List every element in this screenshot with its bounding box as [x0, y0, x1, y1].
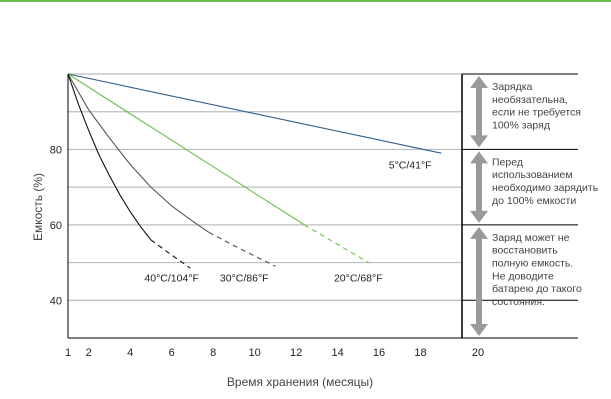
series-label-1: 40°C/104°F [144, 273, 199, 285]
zone-text-0: Зарядка необязательна, если не требуется 10… [492, 81, 581, 131]
zone-text-line: Не доводите [492, 270, 554, 282]
x-axis-title: Время хранения (месяцы) [227, 375, 373, 389]
zone-text-line: Зарядка [492, 81, 533, 93]
zone-text-line: 100% заряд [492, 119, 550, 131]
x-tick-label-4: 4 [127, 347, 133, 359]
series-label-2: 30°C/86°F [220, 273, 269, 285]
zone-text-line: необязательна, [492, 94, 568, 106]
series-line-0 [67, 73, 442, 154]
series-lines [67, 73, 442, 269]
zone-arrow-2 [470, 226, 488, 336]
y-tick-label-60: 60 [50, 220, 62, 232]
zone-text-line: восстановить [492, 245, 558, 257]
y-axis-title: Емкость (%) [31, 173, 45, 241]
zone-text-line: необходимо зарядить [492, 182, 599, 194]
y-tick-label-80: 80 [50, 144, 62, 156]
series-line-3 [67, 73, 152, 241]
x-tick-label-6: 6 [169, 347, 175, 359]
zone-text-line: состояния. [492, 296, 545, 308]
zone-text-line: Перед [492, 156, 523, 168]
series-label-0: 5°C/41°F [389, 160, 432, 172]
x-tick-label-8: 8 [210, 347, 216, 359]
series-dashed-2 [208, 231, 276, 267]
zone-text-1: Перед использованием необходимо зарядить до… [492, 156, 599, 206]
axes [67, 74, 578, 339]
series-dashed-3 [150, 239, 191, 269]
series-line-1 [67, 73, 305, 226]
zones: Зарядка необязательна, если не требуется 10… [470, 76, 599, 336]
zone-text-line: использованием [492, 169, 573, 181]
zone-text-line: до 100% емкости [492, 195, 576, 207]
zone-text-line: Заряд может не [492, 232, 570, 244]
series-label-3: 20°C/68°F [334, 273, 383, 285]
x-tick-label-1: 1 [65, 347, 71, 359]
zone-arrow-0 [470, 76, 488, 148]
x-tick-label-16: 16 [373, 347, 385, 359]
zone-text-line: если не требуется [492, 107, 581, 119]
zone-text-2: Заряд может не восстановить полную емкость… [492, 232, 582, 308]
top-accent-rule [0, 0, 611, 2]
zone-text-line: полную емкость. [492, 257, 573, 269]
x-tick-label-18: 18 [414, 347, 426, 359]
x-tick-label-12: 12 [290, 347, 302, 359]
zone-arrow-1 [470, 151, 488, 223]
x-tick-label-2: 2 [86, 347, 92, 359]
y-tick-label-40: 40 [50, 295, 62, 307]
x-tick-label-14: 14 [331, 347, 343, 359]
x-tick-label-10: 10 [249, 347, 261, 359]
gridlines [68, 73, 578, 301]
series-line-2 [67, 73, 210, 233]
zone-text-line: батарею до такого [492, 283, 582, 295]
series-labels: 5°C/41°F 40°C/104°F 30°C/86°F 20°C/68°F [144, 160, 431, 285]
x-tick-label-20: 20 [472, 347, 484, 359]
series-dashed-1 [304, 224, 369, 264]
